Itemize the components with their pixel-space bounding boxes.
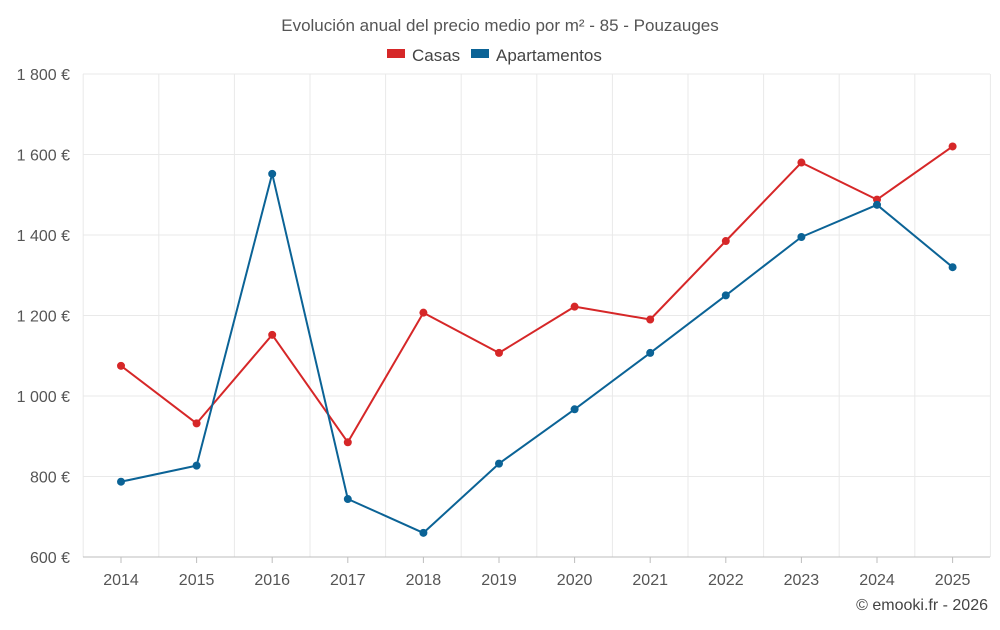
data-point-apartamentos[interactable]: [419, 528, 428, 537]
x-tick-label: 2015: [179, 572, 215, 589]
data-point-casas[interactable]: [646, 315, 655, 324]
x-tick-label: 2022: [708, 572, 744, 589]
y-tick-label: 800 €: [30, 470, 70, 487]
x-tick-label: 2025: [935, 572, 971, 589]
x-tick-label: 2018: [406, 572, 442, 589]
data-point-casas[interactable]: [495, 348, 503, 357]
data-point-apartamentos[interactable]: [117, 477, 125, 486]
x-tick-label: 2016: [254, 572, 290, 589]
data-point-apartamentos[interactable]: [343, 495, 352, 504]
x-tick-label: 2020: [557, 572, 593, 589]
data-point-casas[interactable]: [343, 438, 352, 447]
legend-label-casas: Casas: [412, 46, 460, 65]
y-tick-label: 1 200 €: [17, 309, 70, 326]
credit-text: © emooki.fr - 2026: [856, 597, 988, 614]
series-line-apartamentos[interactable]: [120, 172, 954, 534]
gridlines: [82, 73, 991, 557]
series-line-casas[interactable]: [120, 145, 954, 444]
data-point-apartamentos[interactable]: [721, 291, 730, 300]
data-point-apartamentos[interactable]: [797, 233, 806, 242]
x-tick-label: 2017: [330, 572, 366, 589]
data-point-casas[interactable]: [948, 142, 957, 151]
legend-swatch-casas: [387, 49, 405, 58]
legend-label-apartamentos: Apartamentos: [496, 46, 602, 65]
data-point-apartamentos[interactable]: [646, 348, 655, 357]
data-point-casas[interactable]: [419, 308, 428, 317]
x-tick-label: 2023: [784, 572, 820, 589]
data-point-casas[interactable]: [192, 419, 201, 428]
y-tick-label: 600 €: [30, 550, 70, 567]
data-point-casas[interactable]: [117, 361, 125, 370]
y-tick-label: 1 400 €: [17, 228, 70, 245]
x-tick-label: 2014: [103, 572, 139, 589]
y-tick-label: 1 800 €: [17, 67, 70, 84]
x-tick-label: 2024: [859, 572, 895, 589]
series: [117, 142, 957, 537]
data-point-apartamentos[interactable]: [192, 461, 201, 470]
chart-title: Evolución anual del precio medio por m² …: [281, 16, 719, 35]
data-point-casas[interactable]: [797, 158, 806, 167]
data-point-casas[interactable]: [570, 302, 579, 311]
y-tick-label: 1 000 €: [17, 389, 70, 406]
legend-swatch-apartamentos: [471, 49, 489, 58]
data-point-apartamentos[interactable]: [268, 169, 277, 178]
x-tick-label: 2019: [481, 572, 517, 589]
x-tick-label: 2021: [632, 572, 668, 589]
y-tick-label: 1 600 €: [17, 148, 70, 165]
series-apartamentos[interactable]: [117, 169, 957, 537]
data-point-apartamentos[interactable]: [873, 200, 881, 209]
data-point-casas[interactable]: [268, 330, 277, 339]
series-casas[interactable]: [117, 142, 957, 447]
legend[interactable]: Casas Apartamentos: [387, 46, 602, 65]
legend-item-apartamentos[interactable]: Apartamentos: [471, 46, 602, 65]
axes: 600 € 800 € 1 000 € 1 200 € 1 400 € 1 600 € 1 …: [17, 67, 990, 589]
data-point-apartamentos[interactable]: [948, 263, 957, 272]
legend-item-casas[interactable]: Casas: [387, 46, 460, 65]
data-point-apartamentos[interactable]: [495, 459, 503, 468]
data-point-casas[interactable]: [721, 237, 730, 246]
data-point-apartamentos[interactable]: [570, 405, 579, 414]
